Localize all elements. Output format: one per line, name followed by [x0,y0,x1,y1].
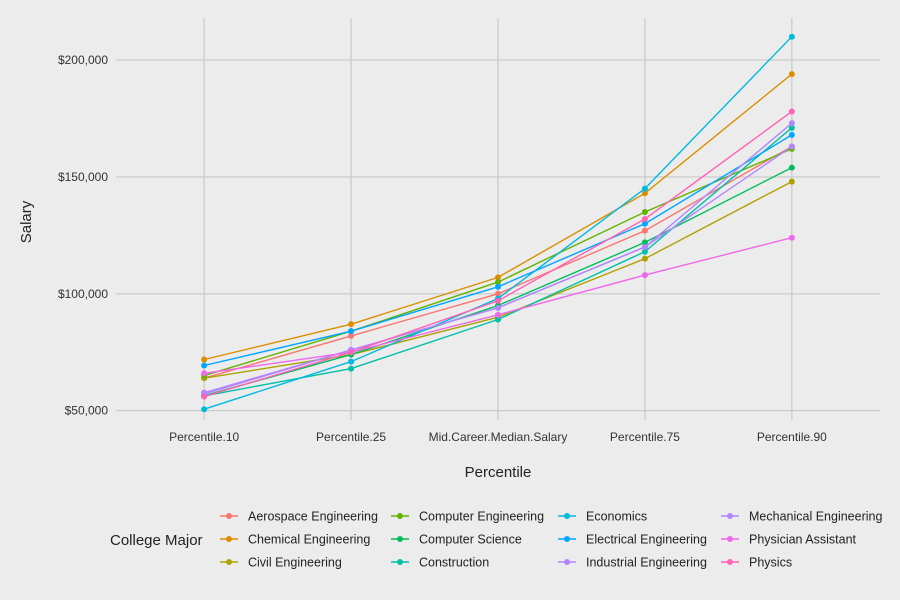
x-tick-label: Percentile.25 [316,430,386,444]
y-tick-label: $50,000 [65,404,109,418]
legend-item: Construction [391,556,489,570]
data-point [788,234,795,241]
data-point [641,248,648,255]
x-axis-label: Percentile [465,464,532,481]
legend-item: Economics [558,510,647,524]
legend-label: Chemical Engineering [248,533,370,547]
data-point [641,244,648,251]
data-point [788,108,795,115]
legend-key-point [727,559,733,565]
legend-label: Computer Engineering [419,510,544,524]
x-axis-ticks: Percentile.10 Percentile.25 Mid.Career.Med… [169,430,827,444]
data-point [641,220,648,227]
legend-item: Civil Engineering [220,556,342,570]
data-point [201,370,208,377]
legend-label: Computer Science [419,533,522,547]
y-axis-label: Salary [18,200,35,243]
legend-key-point [727,536,733,542]
x-tick-label: Percentile.10 [169,430,239,444]
y-tick-label: $150,000 [58,170,108,184]
data-point [348,365,355,372]
data-point [641,255,648,262]
data-point [495,279,501,286]
data-point [641,190,648,197]
legend-key-point [397,513,403,519]
data-point [348,332,355,339]
data-point [201,393,208,400]
data-point [641,239,648,246]
data-point [788,33,795,40]
data-point [788,124,795,131]
data-point [201,356,208,363]
data-point [495,290,501,297]
data-point [348,328,355,335]
legend-key-point [226,513,232,519]
legend-item: Electrical Engineering [558,533,707,547]
legend-label: Construction [419,556,489,570]
data-point [641,272,648,279]
data-point [348,349,355,356]
series-points [201,33,795,413]
data-point [788,143,795,150]
legend-label: Physics [749,556,792,570]
y-tick-label: $200,000 [58,53,108,67]
legend-key-point [564,513,570,519]
data-point [201,362,208,369]
legend-key-point [727,513,733,519]
legend-item: Physics [721,556,792,570]
legend-item: Mechanical Engineering [721,510,882,524]
legend-item: Physician Assistant [721,533,857,547]
data-point [495,311,501,318]
data-point [788,120,795,127]
legend-label: Economics [586,510,647,524]
y-axis-ticks: $50,000 $100,000 $150,000 $200,000 [58,53,108,418]
legend-key-point [564,559,570,565]
legend-label: Mechanical Engineering [749,510,882,524]
data-point [641,185,648,192]
legend-key-point [226,559,232,565]
data-point [495,316,501,323]
legend-label: Civil Engineering [248,556,342,570]
legend-key-point [564,536,570,542]
legend-key-point [226,536,232,542]
data-point [201,406,208,413]
legend-label: Aerospace Engineering [248,510,378,524]
data-point [641,208,648,215]
data-point [348,321,355,328]
data-point [788,178,795,185]
legend-label: Physician Assistant [749,533,857,547]
data-point [788,164,795,171]
legend-label: Industrial Engineering [586,556,707,570]
legend: College Major Aerospace Engineering Chemi… [110,510,882,570]
data-point [495,304,501,311]
data-point [641,227,648,234]
data-point [348,358,355,365]
legend-item: Computer Science [391,533,522,547]
legend-item: Industrial Engineering [558,556,707,570]
x-tick-label: Percentile.75 [610,430,680,444]
data-point [495,297,501,304]
legend-item: Aerospace Engineering [220,510,378,524]
data-point [495,283,501,290]
x-tick-label: Percentile.90 [757,430,827,444]
legend-title: College Major [110,532,203,549]
data-point [788,131,795,138]
legend-key-point [397,559,403,565]
legend-item: Chemical Engineering [220,533,370,547]
x-tick-label: Mid.Career.Median.Salary [429,430,568,444]
legend-label: Electrical Engineering [586,533,707,547]
legend-key-point [397,536,403,542]
legend-item: Computer Engineering [391,510,544,524]
data-point [788,71,795,78]
data-point [495,274,501,281]
y-tick-label: $100,000 [58,287,108,301]
legend-items: Aerospace Engineering Chemical Engineerin… [220,510,882,570]
data-point [641,216,648,222]
